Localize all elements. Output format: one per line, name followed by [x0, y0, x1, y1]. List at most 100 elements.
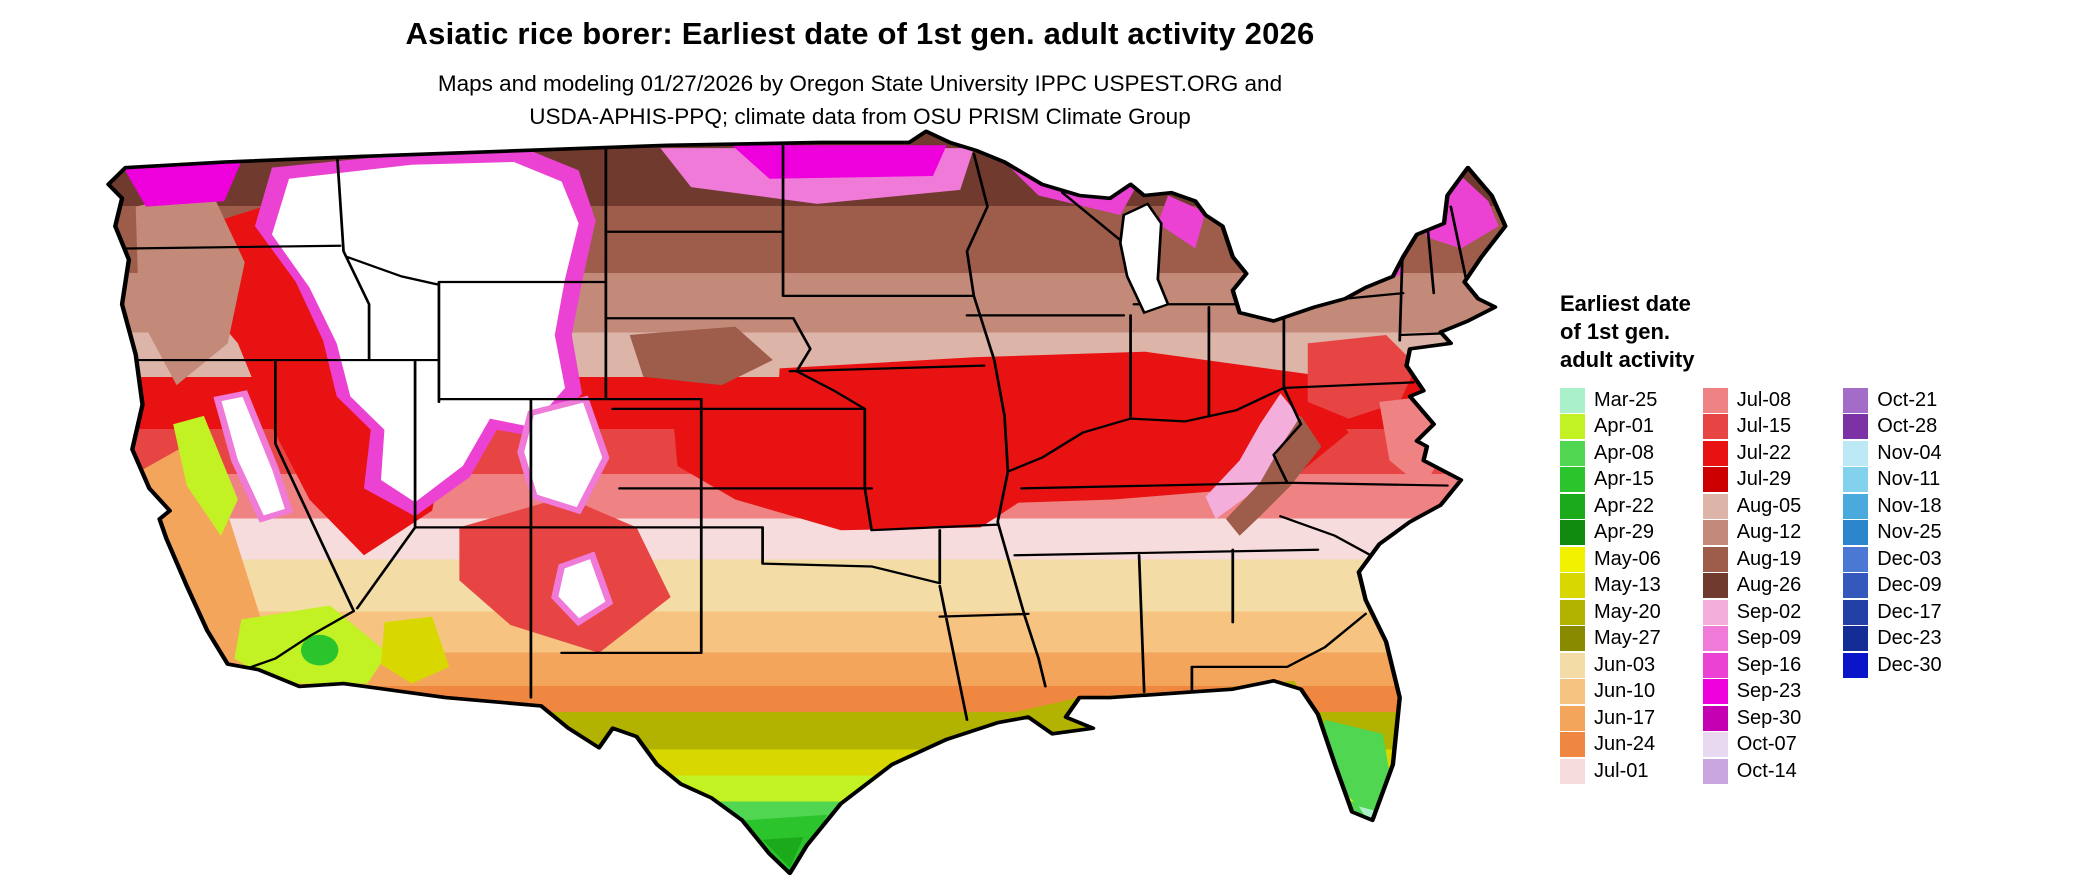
legend-swatch	[1702, 599, 1728, 625]
legend-swatch	[1702, 758, 1728, 784]
legend-label: May-27	[1594, 627, 1661, 650]
legend-swatch	[1560, 732, 1585, 758]
legend-label: Mar-25	[1594, 388, 1658, 411]
legend-label: May-13	[1594, 574, 1661, 597]
legend-item: Dec-03	[1843, 546, 1942, 573]
legend-label: Oct-21	[1877, 388, 1938, 411]
region-no-activity-sierra	[213, 390, 294, 523]
legend-item: Dec-09	[1843, 572, 1942, 599]
legend-label: Jul-22	[1736, 441, 1792, 464]
legend-swatch	[1560, 520, 1585, 546]
legend-label: Sep-23	[1736, 680, 1802, 703]
legend-swatch	[1702, 705, 1728, 731]
legend-label: Nov-25	[1877, 521, 1942, 544]
legend-item: Oct-14	[1702, 758, 1802, 785]
legend-column: Jul-08 Jul-15 Jul-22 Jul-29 Aug-05 Aug-12 Aug-…	[1702, 387, 1802, 785]
legend-label: Dec-23	[1877, 627, 1942, 650]
legend-label: Aug-12	[1736, 521, 1802, 544]
legend-swatch	[1843, 467, 1869, 493]
legend-item: Jun-03	[1560, 652, 1661, 679]
legend-label: Jul-15	[1736, 415, 1792, 438]
legend-swatch	[1843, 599, 1869, 625]
legend-item: Apr-08	[1560, 440, 1661, 467]
legend-label: Apr-15	[1594, 468, 1655, 491]
legend-label: Aug-19	[1736, 547, 1802, 570]
legend-swatch	[1560, 414, 1585, 440]
legend-label: Apr-22	[1594, 494, 1655, 517]
legend-swatch	[1560, 440, 1585, 466]
legend-swatch	[1560, 679, 1585, 705]
legend-swatch	[1843, 546, 1869, 572]
legend-item: Jun-17	[1560, 705, 1661, 732]
region-no-activity-rockies	[271, 162, 579, 503]
legend-swatch	[1560, 626, 1585, 652]
legend-swatch	[1702, 573, 1728, 599]
legend-label: Jul-29	[1736, 468, 1792, 491]
legend-swatch	[1560, 573, 1585, 599]
legend-swatch	[1843, 652, 1869, 678]
legend-swatch	[1702, 732, 1728, 758]
us-map	[88, 116, 1536, 890]
legend-label: May-06	[1594, 547, 1661, 570]
us-outline	[106, 129, 1508, 876]
legend-item: Jul-29	[1702, 466, 1802, 493]
legend-item: Mar-25	[1560, 387, 1661, 414]
legend-swatch	[1843, 387, 1869, 413]
legend-swatch	[1560, 652, 1585, 678]
legend-item: May-06	[1560, 546, 1661, 573]
region-sandhills-brown	[629, 326, 773, 386]
region-appalachian-pink	[1205, 393, 1308, 520]
legend-label: Apr-01	[1594, 415, 1655, 438]
legend-swatch	[1702, 467, 1728, 493]
legend-label: Oct-28	[1877, 415, 1938, 438]
legend-swatch	[1560, 493, 1585, 519]
legend-label: Nov-11	[1877, 468, 1941, 491]
page-subtitle: Maps and modeling 01/27/2026 by Oregon S…	[0, 68, 1720, 133]
legend-column: Oct-21 Oct-28 Nov-04 Nov-11 Nov-18 Nov-25 Dec-…	[1843, 387, 1942, 679]
legend-swatch	[1702, 546, 1728, 572]
legend-swatch	[1560, 467, 1585, 493]
page-title: Asiatic rice borer: Earliest date of 1st…	[405, 16, 1315, 51]
subtitle-line-2: USDA-APHIS-PPQ; climate data from OSU PR…	[529, 103, 1191, 129]
legend-item: Nov-11	[1843, 466, 1941, 493]
legend-swatch	[1843, 414, 1869, 440]
legend-swatch	[1560, 387, 1585, 413]
legend-item: Nov-25	[1843, 519, 1942, 546]
legend-item: Jul-22	[1702, 440, 1802, 467]
region-north-plains-magenta	[731, 145, 947, 179]
legend-swatch	[1702, 520, 1728, 546]
legend-item: Oct-28	[1843, 413, 1941, 440]
legend-swatch	[1843, 626, 1869, 652]
region-northeast-red	[1307, 334, 1417, 419]
legend-item: Jun-10	[1560, 678, 1661, 705]
region-pnw-brown	[135, 189, 245, 386]
legend-label: Sep-16	[1736, 653, 1802, 676]
region-south-arizona-olive	[381, 616, 450, 684]
legend-title-line-1: Earliest date	[1560, 291, 1691, 316]
legend-item: Jul-01	[1560, 758, 1661, 785]
us-map-svg	[106, 129, 1508, 876]
legend-swatch	[1702, 652, 1728, 678]
legend-item: May-20	[1560, 599, 1661, 626]
legend-label: Jun-17	[1594, 706, 1656, 729]
legend-swatch	[1702, 414, 1728, 440]
legend-label: Jul-01	[1594, 759, 1649, 782]
legend-item: Aug-12	[1702, 519, 1802, 546]
legend-item: Dec-30	[1843, 652, 1942, 679]
legend-swatch	[1702, 440, 1728, 466]
legend-label: Sep-02	[1736, 600, 1802, 623]
legend: Earliest date of 1st gen. adult activity…	[1560, 290, 1942, 784]
subtitle-line-1: Maps and modeling 01/27/2026 by Oregon S…	[437, 71, 1283, 96]
legend-item: Sep-16	[1702, 652, 1802, 679]
legend-title: Earliest date of 1st gen. adult activity	[1560, 290, 1942, 374]
region-south-texas-green-core	[762, 837, 804, 868]
legend-item: Sep-09	[1702, 625, 1801, 652]
legend-swatch	[1560, 599, 1585, 625]
legend-item: Apr-29	[1560, 519, 1661, 546]
legend-item: Sep-23	[1702, 678, 1802, 705]
legend-swatch	[1702, 493, 1728, 519]
legend-label: Dec-03	[1877, 547, 1942, 570]
legend-swatch	[1843, 573, 1869, 599]
legend-swatch	[1560, 758, 1585, 784]
legend-label: Jun-10	[1594, 680, 1656, 703]
